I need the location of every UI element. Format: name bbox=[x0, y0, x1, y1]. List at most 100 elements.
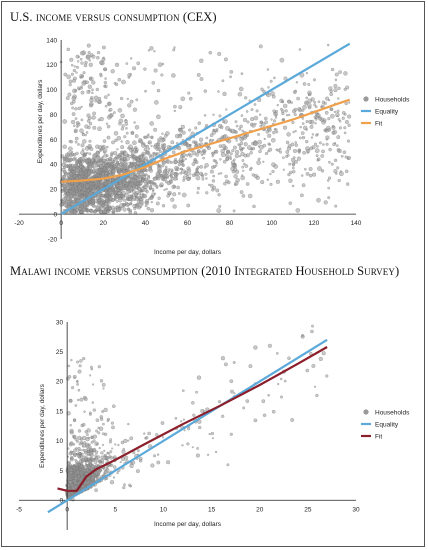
household-point bbox=[143, 432, 146, 435]
household-point bbox=[103, 457, 107, 461]
household-point bbox=[271, 169, 275, 174]
household-point bbox=[314, 122, 317, 125]
household-point bbox=[67, 364, 70, 368]
household-point bbox=[226, 463, 230, 467]
household-point bbox=[74, 404, 78, 407]
household-point bbox=[122, 447, 125, 451]
household-point bbox=[160, 421, 165, 425]
household-point bbox=[79, 470, 83, 474]
household-point bbox=[73, 476, 78, 480]
household-point bbox=[99, 379, 104, 383]
household-point bbox=[77, 388, 81, 392]
household-point bbox=[269, 172, 272, 176]
household-point bbox=[186, 442, 190, 446]
household-point bbox=[89, 447, 93, 452]
household-point bbox=[99, 417, 104, 421]
household-point bbox=[71, 112, 76, 116]
household-point bbox=[287, 173, 291, 177]
household-point bbox=[89, 374, 92, 377]
household-point bbox=[288, 162, 292, 166]
household-point bbox=[221, 414, 225, 418]
household-point bbox=[262, 413, 267, 417]
household-point bbox=[161, 436, 165, 439]
household-point bbox=[280, 395, 283, 399]
household-point bbox=[84, 485, 87, 488]
household-point bbox=[106, 465, 109, 468]
household-point bbox=[103, 432, 108, 436]
household-point bbox=[72, 466, 76, 470]
household-point bbox=[135, 469, 140, 474]
household-point bbox=[281, 111, 285, 116]
household-point bbox=[86, 454, 89, 457]
household-point bbox=[129, 99, 134, 104]
household-point bbox=[305, 368, 310, 373]
household-point bbox=[183, 429, 186, 432]
household-point bbox=[100, 455, 105, 460]
household-point bbox=[63, 72, 68, 77]
household-point bbox=[310, 329, 314, 334]
household-point bbox=[122, 207, 127, 212]
household-point bbox=[72, 418, 77, 423]
household-point bbox=[109, 463, 114, 467]
household-point bbox=[147, 147, 150, 150]
household-point bbox=[156, 460, 161, 465]
household-point bbox=[301, 135, 306, 140]
household-point bbox=[72, 473, 76, 477]
household-point bbox=[117, 443, 120, 447]
household-point bbox=[170, 140, 175, 145]
household-point bbox=[74, 471, 78, 475]
household-point bbox=[96, 443, 99, 446]
household-point bbox=[304, 168, 307, 171]
household-point bbox=[166, 460, 171, 465]
household-point bbox=[245, 399, 250, 403]
household-point bbox=[77, 429, 82, 433]
household-point bbox=[65, 376, 70, 381]
household-point bbox=[92, 447, 97, 452]
household-point bbox=[109, 480, 115, 485]
household-point bbox=[68, 473, 72, 478]
household-point bbox=[248, 193, 253, 199]
household-point bbox=[103, 407, 108, 412]
household-point bbox=[182, 418, 185, 421]
household-point bbox=[229, 432, 233, 436]
household-point bbox=[188, 128, 192, 132]
household-point bbox=[97, 431, 101, 435]
household-point bbox=[128, 483, 132, 487]
household-point bbox=[91, 475, 96, 480]
household-point bbox=[103, 455, 107, 458]
household-point bbox=[267, 394, 270, 397]
household-point bbox=[191, 446, 194, 449]
household-point bbox=[208, 432, 211, 436]
household-point bbox=[80, 437, 83, 441]
household-point bbox=[98, 460, 102, 464]
household-point bbox=[312, 172, 317, 177]
household-point bbox=[108, 452, 111, 455]
household-point bbox=[69, 57, 74, 62]
household-point bbox=[134, 134, 139, 138]
household-point bbox=[95, 418, 100, 422]
household-point bbox=[102, 443, 104, 446]
household-point bbox=[96, 455, 100, 459]
household-point bbox=[84, 462, 87, 465]
household-point bbox=[77, 451, 82, 455]
household-point bbox=[136, 449, 140, 453]
household-point bbox=[90, 435, 94, 440]
household-point bbox=[76, 383, 79, 386]
household-point bbox=[70, 72, 74, 76]
household-point bbox=[86, 428, 91, 433]
household-point bbox=[103, 449, 106, 452]
household-point bbox=[81, 459, 85, 463]
household-point bbox=[338, 119, 342, 123]
household-point bbox=[196, 375, 202, 380]
household-point bbox=[89, 467, 93, 471]
household-point bbox=[196, 447, 199, 450]
household-point bbox=[94, 461, 97, 465]
household-point bbox=[99, 469, 103, 472]
household-point bbox=[74, 464, 78, 467]
household-point bbox=[120, 113, 125, 119]
household-point bbox=[109, 450, 113, 453]
household-point bbox=[95, 429, 99, 433]
household-point bbox=[187, 427, 191, 431]
household-point bbox=[69, 441, 74, 445]
